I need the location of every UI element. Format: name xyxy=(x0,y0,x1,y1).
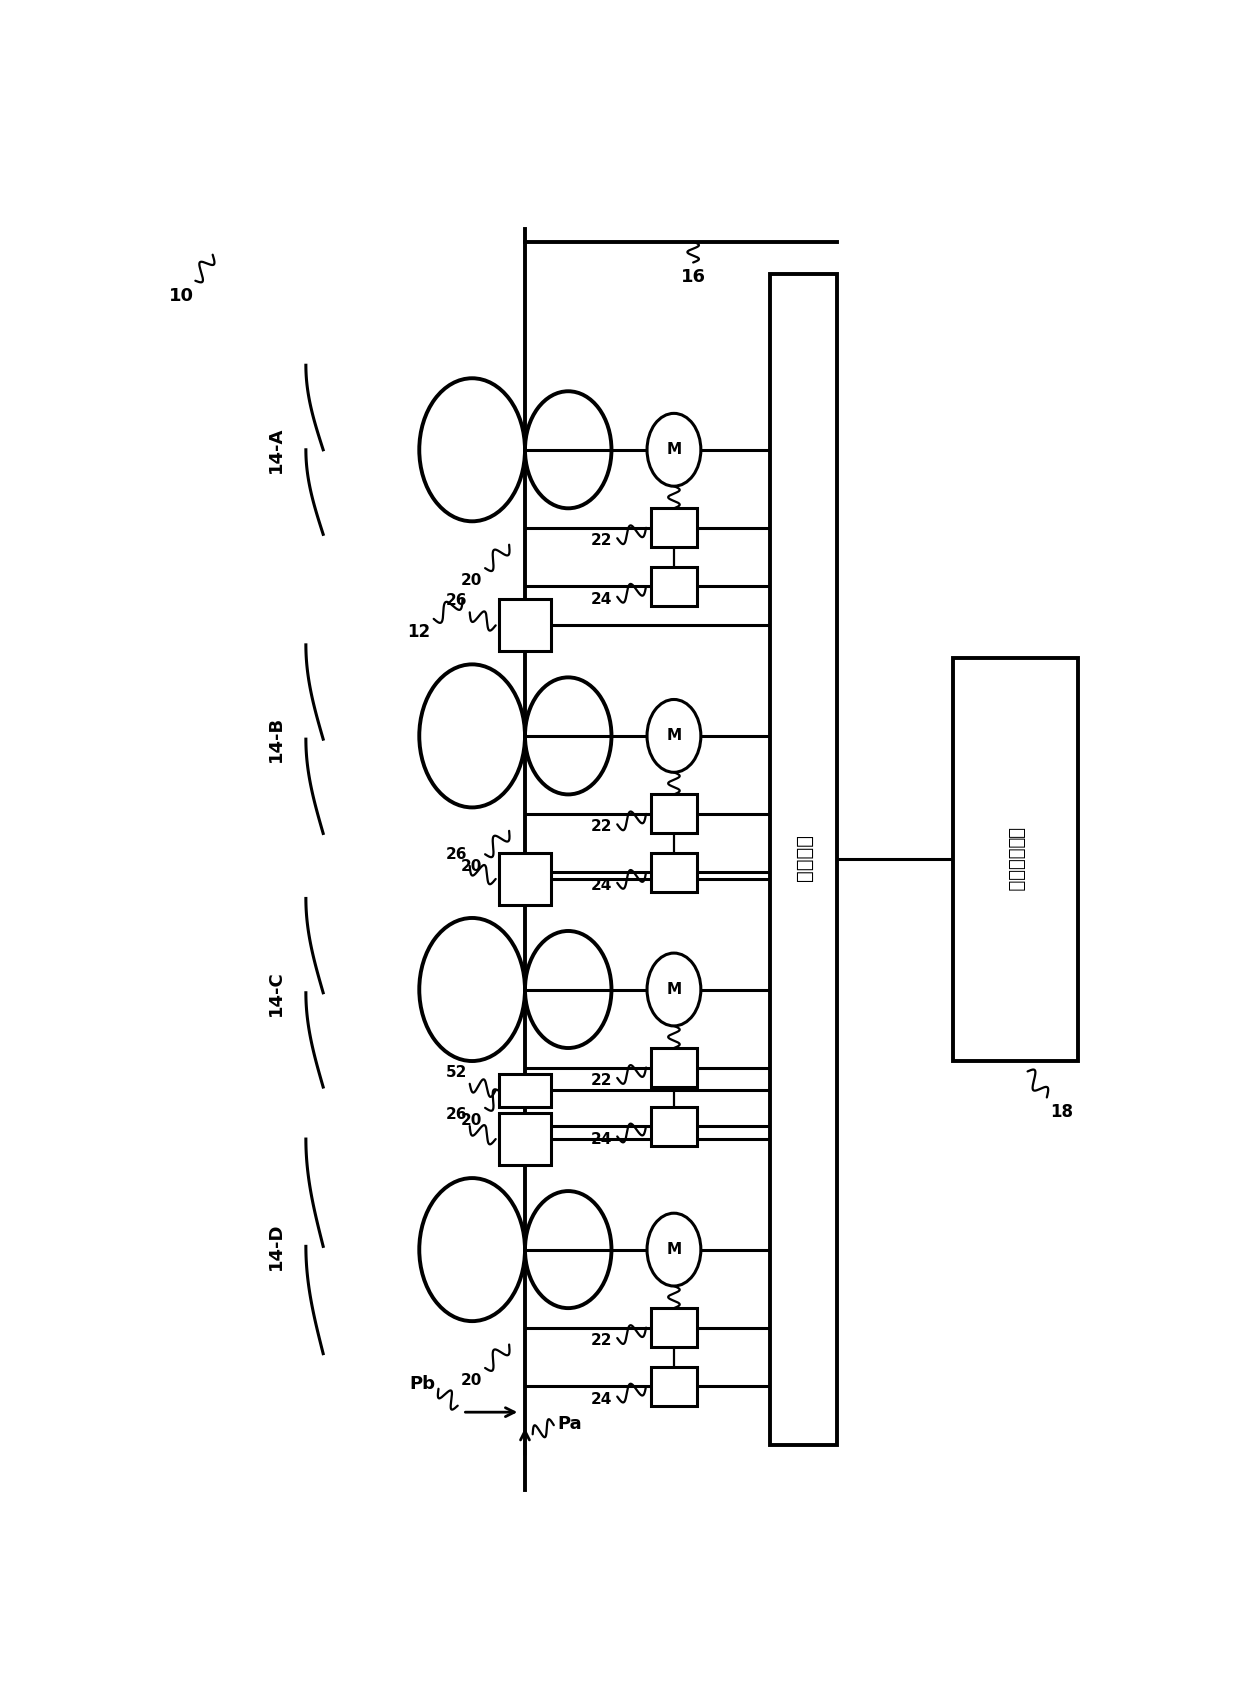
Text: 52: 52 xyxy=(445,1064,466,1079)
Bar xyxy=(498,853,552,905)
Circle shape xyxy=(647,414,701,486)
Text: 14-D: 14-D xyxy=(267,1223,285,1270)
Circle shape xyxy=(647,1213,701,1285)
Bar xyxy=(651,1047,697,1088)
Text: 20: 20 xyxy=(461,573,482,588)
Circle shape xyxy=(647,699,701,772)
Text: M: M xyxy=(666,443,682,458)
Text: 24: 24 xyxy=(591,1132,613,1147)
Text: M: M xyxy=(666,981,682,997)
Text: 20: 20 xyxy=(461,860,482,875)
Text: 26: 26 xyxy=(445,593,466,608)
Bar xyxy=(498,1113,552,1165)
Text: 24: 24 xyxy=(591,1392,613,1407)
Text: 24: 24 xyxy=(591,591,613,606)
Bar xyxy=(952,659,1078,1061)
Text: 16: 16 xyxy=(681,269,706,285)
Text: 18: 18 xyxy=(1050,1103,1074,1120)
Text: M: M xyxy=(666,1241,682,1257)
Text: M: M xyxy=(666,728,682,743)
Circle shape xyxy=(647,953,701,1025)
Bar xyxy=(651,853,697,892)
Bar xyxy=(651,508,697,547)
Bar xyxy=(651,1307,697,1348)
Text: 信息处理装置: 信息处理装置 xyxy=(1006,828,1024,892)
Bar xyxy=(498,600,552,652)
Text: 14-B: 14-B xyxy=(267,716,285,762)
Text: 10: 10 xyxy=(169,287,193,306)
Text: 24: 24 xyxy=(591,878,613,893)
Bar xyxy=(651,1106,697,1145)
Text: 14-A: 14-A xyxy=(267,427,285,473)
Text: 22: 22 xyxy=(591,819,613,834)
Text: 22: 22 xyxy=(591,1073,613,1088)
Text: 控制装置: 控制装置 xyxy=(794,836,813,883)
Text: 26: 26 xyxy=(445,848,466,861)
Text: 12: 12 xyxy=(407,623,430,640)
Bar xyxy=(651,568,697,606)
Text: Pb: Pb xyxy=(409,1375,435,1392)
Text: 26: 26 xyxy=(445,1108,466,1121)
Bar xyxy=(651,794,697,833)
Bar xyxy=(498,1074,552,1106)
Text: Pa: Pa xyxy=(558,1415,583,1432)
Text: 20: 20 xyxy=(461,1373,482,1388)
Bar xyxy=(770,274,837,1444)
Text: 14-C: 14-C xyxy=(267,969,285,1015)
Text: 22: 22 xyxy=(591,1333,613,1348)
Bar xyxy=(651,1366,697,1405)
Text: 22: 22 xyxy=(591,534,613,549)
Text: 20: 20 xyxy=(461,1113,482,1128)
